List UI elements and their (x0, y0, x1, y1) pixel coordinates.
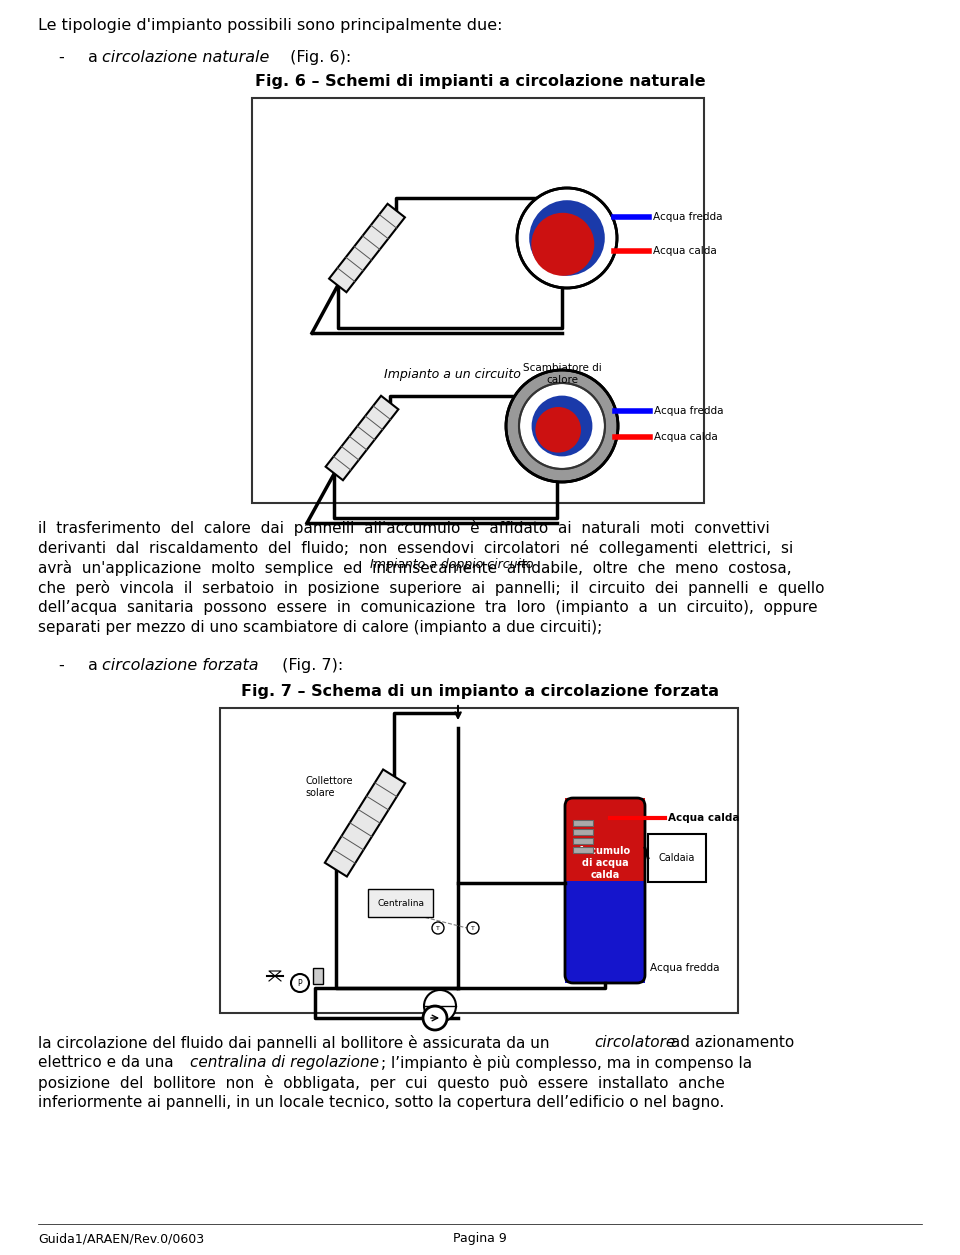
Text: Acqua fredda: Acqua fredda (654, 405, 724, 415)
Circle shape (506, 370, 618, 482)
Text: Acqua calda: Acqua calda (653, 246, 717, 256)
Text: (Fig. 7):: (Fig. 7): (277, 658, 344, 673)
Text: circolatore: circolatore (594, 1035, 675, 1050)
Text: Centralina: Centralina (377, 899, 424, 907)
Text: che  però  vincola  il  serbatoio  in  posizione  superiore  ai  pannelli;  il  : che però vincola il serbatoio in posizio… (38, 580, 825, 596)
Text: -: - (58, 50, 63, 65)
Bar (573, 838, 593, 845)
Bar (565, 798, 645, 881)
Text: Fig. 6 – Schemi di impianti a circolazione naturale: Fig. 6 – Schemi di impianti a circolazio… (254, 74, 706, 89)
Bar (252, 98, 704, 503)
Text: Caldaia: Caldaia (659, 853, 695, 863)
Text: Scambiatore di
calore: Scambiatore di calore (522, 363, 601, 384)
Text: elettrico e da una: elettrico e da una (38, 1055, 179, 1071)
Text: Pagina 9: Pagina 9 (453, 1232, 507, 1245)
Text: a: a (88, 50, 103, 65)
Text: Le tipologie d'impianto possibili sono principalmente due:: Le tipologie d'impianto possibili sono p… (38, 18, 502, 33)
Bar (368, 889, 433, 917)
Text: dell’acqua  sanitaria  possono  essere  in  comunicazione  tra  loro  (impianto : dell’acqua sanitaria possono essere in c… (38, 600, 818, 615)
Text: Guida1/ARAEN/Rev.0/0603: Guida1/ARAEN/Rev.0/0603 (38, 1232, 204, 1245)
Ellipse shape (529, 201, 605, 276)
Text: P: P (298, 979, 302, 988)
Text: T: T (436, 925, 440, 930)
Text: il  trasferimento  del  calore  dai  pannelli  all'accumulo  è  affidato  ai  na: il trasferimento del calore dai pannelli… (38, 520, 770, 536)
Text: Acqua fredda: Acqua fredda (650, 963, 719, 973)
Ellipse shape (536, 407, 581, 453)
Text: posizione  del  bollitore  non  è  obbligata,  per  cui  questo  può  essere  in: posizione del bollitore non è obbligata,… (38, 1076, 725, 1091)
Bar (565, 881, 645, 983)
Text: inferiormente ai pannelli, in un locale tecnico, sotto la copertura dell’edifici: inferiormente ai pannelli, in un locale … (38, 1096, 724, 1109)
Text: Acqua calda: Acqua calda (668, 813, 739, 823)
Circle shape (517, 188, 617, 287)
Text: -: - (58, 658, 63, 673)
Text: avrà  un'applicazione  molto  semplice  ed  intrinsecamente  affidabile,  oltre : avrà un'applicazione molto semplice ed i… (38, 560, 792, 576)
Polygon shape (325, 395, 398, 481)
Text: ad azionamento: ad azionamento (666, 1035, 794, 1050)
Circle shape (424, 990, 456, 1022)
Circle shape (432, 922, 444, 934)
Text: Impianto a doppio circuito: Impianto a doppio circuito (371, 558, 534, 571)
Ellipse shape (532, 395, 592, 457)
Text: Accumulo
di acqua
calda: Accumulo di acqua calda (579, 846, 632, 880)
Text: ; l’impianto è più complesso, ma in compenso la: ; l’impianto è più complesso, ma in comp… (381, 1055, 752, 1071)
FancyBboxPatch shape (648, 835, 706, 882)
Polygon shape (329, 203, 405, 292)
Bar (313, 968, 323, 984)
Ellipse shape (531, 213, 594, 276)
Text: derivanti  dal  riscaldamento  del  fluido;  non  essendovi  circolatori  né  co: derivanti dal riscaldamento del fluido; … (38, 540, 793, 556)
Text: T: T (471, 925, 475, 930)
Bar (220, 708, 738, 1013)
Text: a: a (88, 658, 103, 673)
Bar (573, 847, 593, 853)
Polygon shape (324, 769, 405, 876)
Text: Collettore
solare: Collettore solare (305, 776, 352, 798)
Text: la circolazione del fluido dai pannelli al bollitore è assicurata da un: la circolazione del fluido dai pannelli … (38, 1035, 554, 1050)
Circle shape (423, 1007, 447, 1030)
Text: centralina di regolazione: centralina di regolazione (190, 1055, 379, 1071)
Text: Acqua fredda: Acqua fredda (653, 212, 723, 222)
Text: circolazione naturale: circolazione naturale (102, 50, 270, 65)
Text: (Fig. 6):: (Fig. 6): (285, 50, 351, 65)
Bar (573, 820, 593, 826)
Text: Fig. 7 – Schema di un impianto a circolazione forzata: Fig. 7 – Schema di un impianto a circola… (241, 684, 719, 699)
Bar (573, 830, 593, 835)
Text: separati per mezzo di uno scambiatore di calore (impianto a due circuiti);: separati per mezzo di uno scambiatore di… (38, 620, 602, 635)
Circle shape (467, 922, 479, 934)
Text: circolazione forzata: circolazione forzata (102, 658, 258, 673)
Text: Impianto a un circuito: Impianto a un circuito (384, 368, 520, 382)
Circle shape (519, 383, 605, 469)
Circle shape (291, 974, 309, 991)
Text: Acqua calda: Acqua calda (654, 433, 718, 443)
